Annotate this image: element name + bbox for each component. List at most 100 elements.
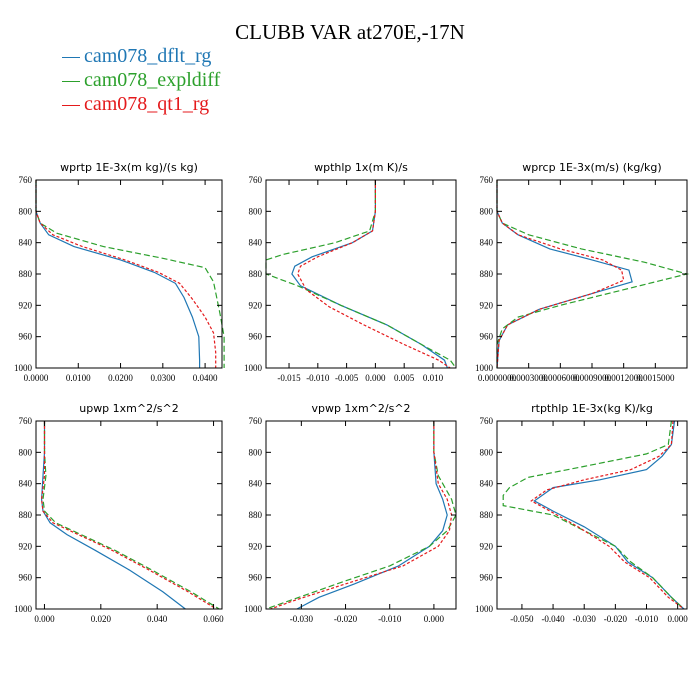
- panel-6-ytick-label: 880: [480, 510, 494, 520]
- panel-3-xtick-label: 0.0003000: [510, 373, 549, 383]
- panel-2-ytick-label: 880: [249, 269, 263, 279]
- panel-4-xtick-label: 0.000: [34, 614, 55, 624]
- panel-4-frame: [35, 420, 223, 610]
- panel-5-ytick-label: 800: [249, 447, 263, 457]
- panel-3-xtick-label: 0.0000000: [478, 373, 517, 383]
- panel-3-series-2-line: [496, 180, 690, 368]
- panel-3-xtick-label: 0.0012000: [605, 373, 644, 383]
- panel-4-ytick-label: 760: [19, 416, 33, 426]
- panel-4-ytick-label: 880: [19, 510, 33, 520]
- panel-5-ytick-label: 1000: [244, 604, 263, 614]
- panel-4-xtick-label: 0.020: [91, 614, 112, 624]
- panel-5-ytick-label: 880: [249, 510, 263, 520]
- panel-5-ytick-label: 920: [249, 541, 263, 551]
- panel-4-ytick-label: 1000: [14, 604, 33, 614]
- panel-3-ytick-label: 1000: [475, 363, 494, 373]
- panel-2-xtick-label: -0.010: [306, 373, 330, 383]
- panel-3-title: wprcp 1E-3x(m/s) (kg/kg): [522, 161, 661, 174]
- panel-6-ytick-label: 960: [480, 573, 494, 583]
- panel-5-ytick-label: 840: [249, 479, 263, 489]
- panel-3-xtick-label: 0.0009000: [573, 373, 612, 383]
- panel-2-ytick-label: 920: [249, 300, 263, 310]
- panel-4-xtick-label: 0.060: [203, 614, 224, 624]
- panel-6-xtick-label: -0.050: [510, 614, 534, 624]
- panel-4-ytick-label: 960: [19, 573, 33, 583]
- panel-3-series-3-line: [496, 180, 625, 369]
- chart-title: CLUBB VAR at270E,-17N: [235, 20, 465, 44]
- panel-4-series-2-line: [42, 421, 220, 610]
- panel-5-xtick-label: -0.020: [334, 614, 358, 624]
- panel-4-series-1-line: [40, 421, 186, 610]
- panel-5-ytick-label: 960: [249, 573, 263, 583]
- panel-1-ytick-label: 800: [19, 206, 33, 216]
- panel-4-ytick-label: 920: [19, 541, 33, 551]
- panel-3-ytick-label: 920: [480, 300, 494, 310]
- panel-1-ytick-label: 880: [19, 269, 33, 279]
- panel-6-ytick-label: 760: [480, 416, 494, 426]
- panel-4-ytick-label: 840: [19, 479, 33, 489]
- panel-5-xtick-label: 0.000: [424, 614, 445, 624]
- panel-1-title: wprtp 1E-3x(m kg)/(s kg): [60, 161, 198, 174]
- panel-4-ytick-label: 800: [19, 447, 33, 457]
- panel-3-xtick-label: 0.0006000: [541, 373, 580, 383]
- panel-1-xtick-label: 0.0400: [193, 373, 218, 383]
- panel-2-frame: [265, 179, 457, 369]
- panel-6-xtick-label: 0.000: [668, 614, 689, 624]
- legend-item-qt1: cam078_qt1_rg: [62, 92, 220, 116]
- panel-2-xtick-label: -0.015: [277, 373, 301, 383]
- legend-swatch-expldiff: [62, 80, 80, 82]
- panel-6-frame: [496, 420, 688, 610]
- panel-1-frame: [35, 179, 223, 369]
- panel-4-title: upwp 1xm^2/s^2: [79, 402, 179, 415]
- panel-6-series-2-line: [502, 420, 685, 610]
- panel-1-xtick-label: 0.0200: [108, 373, 133, 383]
- legend: cam078_dflt_rg cam078_expldiff cam078_qt…: [62, 44, 220, 116]
- panel-2-series-1-line: [291, 180, 448, 369]
- panel-6-title: rtpthlp 1E-3x(kg K)/kg: [531, 402, 653, 415]
- panel-3-frame: [496, 179, 688, 369]
- legend-item-expldiff: cam078_expldiff: [62, 68, 220, 92]
- legend-swatch-dflt: [62, 56, 80, 58]
- panel-4-xtick-label: 0.040: [147, 614, 168, 624]
- panel-5-title: vpwp 1xm^2/s^2: [311, 402, 410, 415]
- panel-1-xtick-label: 0.0000: [24, 373, 49, 383]
- panel-1-xtick-label: 0.0300: [150, 373, 175, 383]
- panel-1-series-1-line: [35, 180, 201, 368]
- panel-6-xtick-label: -0.040: [541, 614, 565, 624]
- panel-2-ytick-label: 760: [249, 175, 263, 185]
- panel-3-ytick-label: 880: [480, 269, 494, 279]
- panel-6-series-3-line: [530, 420, 685, 610]
- panel-6-xtick-label: -0.020: [604, 614, 628, 624]
- panel-1-ytick-label: 840: [19, 238, 33, 248]
- panel-3-ytick-label: 840: [480, 238, 494, 248]
- panel-4-series-3-line: [40, 421, 217, 610]
- panel-1-ytick-label: 760: [19, 175, 33, 185]
- panel-2-series-3-line: [297, 180, 451, 369]
- panel-1-series-3-line: [35, 180, 217, 368]
- panel-6-ytick-label: 920: [480, 541, 494, 551]
- panel-6-ytick-label: 840: [480, 479, 494, 489]
- panel-1-ytick-label: 1000: [14, 363, 33, 373]
- panel-5-series-2-line: [265, 421, 457, 610]
- panel-2-xtick-label: 0.005: [394, 373, 415, 383]
- panel-2-ytick-label: 1000: [244, 363, 263, 373]
- panel-2-title: wpthlp 1x(m K)/s: [314, 161, 408, 174]
- panel-2-xtick-label: -0.005: [335, 373, 359, 383]
- panel-5-xtick-label: -0.030: [290, 614, 314, 624]
- panel-3-ytick-label: 960: [480, 332, 494, 342]
- panel-3-ytick-label: 800: [480, 206, 494, 216]
- panel-5-ytick-label: 760: [249, 416, 263, 426]
- panel-1-ytick-label: 920: [19, 300, 33, 310]
- panel-2-series-2-line: [265, 180, 457, 369]
- panel-5-series-1-line: [296, 421, 448, 610]
- legend-item-dflt: cam078_dflt_rg: [62, 44, 220, 68]
- legend-label-qt1: cam078_qt1_rg: [84, 93, 210, 115]
- legend-swatch-qt1: [62, 104, 80, 106]
- panel-3-ytick-label: 760: [480, 175, 494, 185]
- panel-2-ytick-label: 840: [249, 238, 263, 248]
- panel-6-xtick-label: -0.010: [635, 614, 659, 624]
- panel-2-ytick-label: 960: [249, 332, 263, 342]
- panel-5-series-3-line: [270, 421, 453, 610]
- legend-label-expldiff: cam078_expldiff: [84, 69, 221, 91]
